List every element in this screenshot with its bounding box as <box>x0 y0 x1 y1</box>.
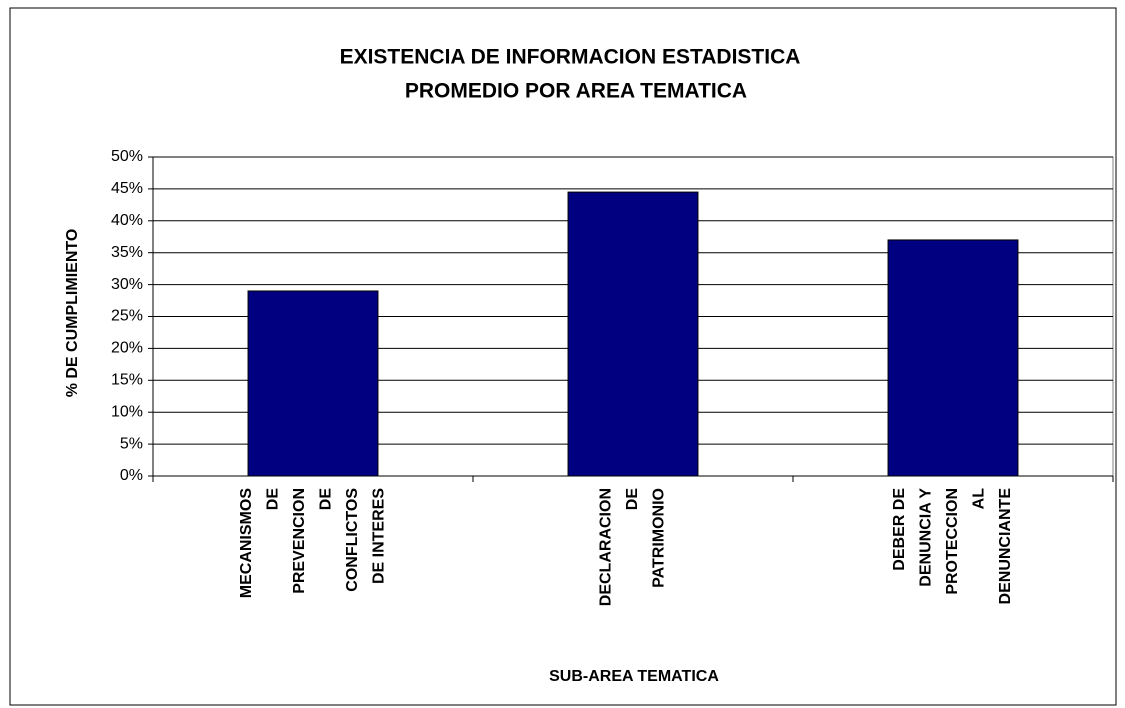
y-tick-label: 40% <box>111 212 143 229</box>
y-tick-label: 30% <box>111 276 143 293</box>
x-tick-label: AL <box>971 488 988 510</box>
bar <box>887 239 1019 477</box>
x-tick-label: MECANISMOS <box>238 488 255 599</box>
x-tick-label: PATRIMONIO <box>651 488 668 588</box>
y-tick-label: 25% <box>111 308 143 325</box>
y-tick-label: 15% <box>111 372 143 389</box>
x-axis-title: SUB-AREA TEMATICA <box>549 668 719 685</box>
x-tick-label: PREVENCION <box>291 488 308 594</box>
x-tick-label: DE <box>317 488 334 511</box>
x-tick-label: DECLARACION <box>598 488 615 606</box>
y-tick-label: 5% <box>120 435 143 452</box>
y-tick-label: 20% <box>111 340 143 357</box>
x-tick-label: DE INTERES <box>370 488 387 584</box>
y-tick-label: 45% <box>111 180 143 197</box>
y-axis-title: % DE CUMPLIMIENTO <box>64 229 81 398</box>
x-tick-label: DEBER DE <box>891 488 908 571</box>
bar <box>247 290 379 477</box>
x-tick-label: DENUNCIA Y <box>918 488 935 587</box>
y-tick-label: 35% <box>111 244 143 261</box>
x-tick-label: CONFLICTOS <box>344 488 361 592</box>
chart-title: EXISTENCIA DE INFORMACION ESTADISTICA <box>340 46 801 69</box>
chart-subtitle: PROMEDIO POR AREA TEMATICA <box>405 80 747 103</box>
x-tick-label: DENUNCIANTE <box>997 488 1014 605</box>
y-tick-label: 0% <box>120 467 143 484</box>
bar <box>567 191 699 477</box>
x-tick-label: DE <box>264 488 281 511</box>
x-tick-label: DE <box>624 488 641 511</box>
x-tick-label: PROTECCION <box>944 488 961 595</box>
y-tick-label: 50% <box>111 148 143 165</box>
y-tick-label: 10% <box>111 403 143 420</box>
